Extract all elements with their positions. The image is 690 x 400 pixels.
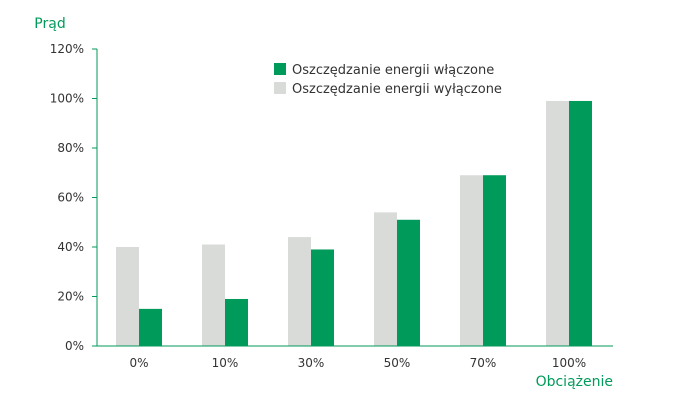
bar-energy-saving-on [483,175,506,346]
y-tick-label: 80% [57,141,84,155]
x-tick-label: 0% [129,356,148,370]
bar-energy-saving-on [569,100,592,346]
y-tick-label: 60% [57,191,84,205]
bar-energy-saving-off [116,247,139,346]
y-tick-label: 20% [57,290,84,304]
bar-energy-saving-on [225,298,248,346]
bars [116,100,592,346]
y-axis-ticks: 0% 20% 40% 60% 80% 100% 120% [50,42,97,353]
x-tick-label: 30% [298,356,325,370]
bar-energy-saving-off [288,237,311,346]
x-tick-label: 70% [470,356,497,370]
legend-label: Oszczędzanie energii włączone [292,63,494,78]
x-tick-label: 100% [552,356,586,370]
legend-swatch-energy-saving-on [274,63,286,75]
y-tick-label: 40% [57,240,84,254]
y-tick-label: 120% [50,42,84,56]
x-axis-title: Obciążenie [536,374,613,390]
x-tick-label: 10% [212,356,239,370]
x-axis-ticks: 0% 10% 30% 50% 70% 100% [129,356,586,370]
bar-energy-saving-on [397,219,420,346]
bar-energy-saving-on [311,249,334,346]
legend: Oszczędzanie energii włączone Oszczędzani… [274,63,502,97]
y-axis-title: Prąd [34,16,65,32]
legend-swatch-energy-saving-off [274,82,286,94]
bar-energy-saving-on [139,308,162,346]
bar-energy-saving-off [460,175,483,346]
y-tick-label: 100% [50,92,84,106]
bar-energy-saving-off [546,100,569,346]
y-tick-label: 0% [65,339,84,353]
bar-energy-saving-off [374,212,397,346]
legend-label: Oszczędzanie energii wyłączone [292,82,502,97]
x-tick-label: 50% [384,356,411,370]
bar-energy-saving-off [202,244,225,346]
